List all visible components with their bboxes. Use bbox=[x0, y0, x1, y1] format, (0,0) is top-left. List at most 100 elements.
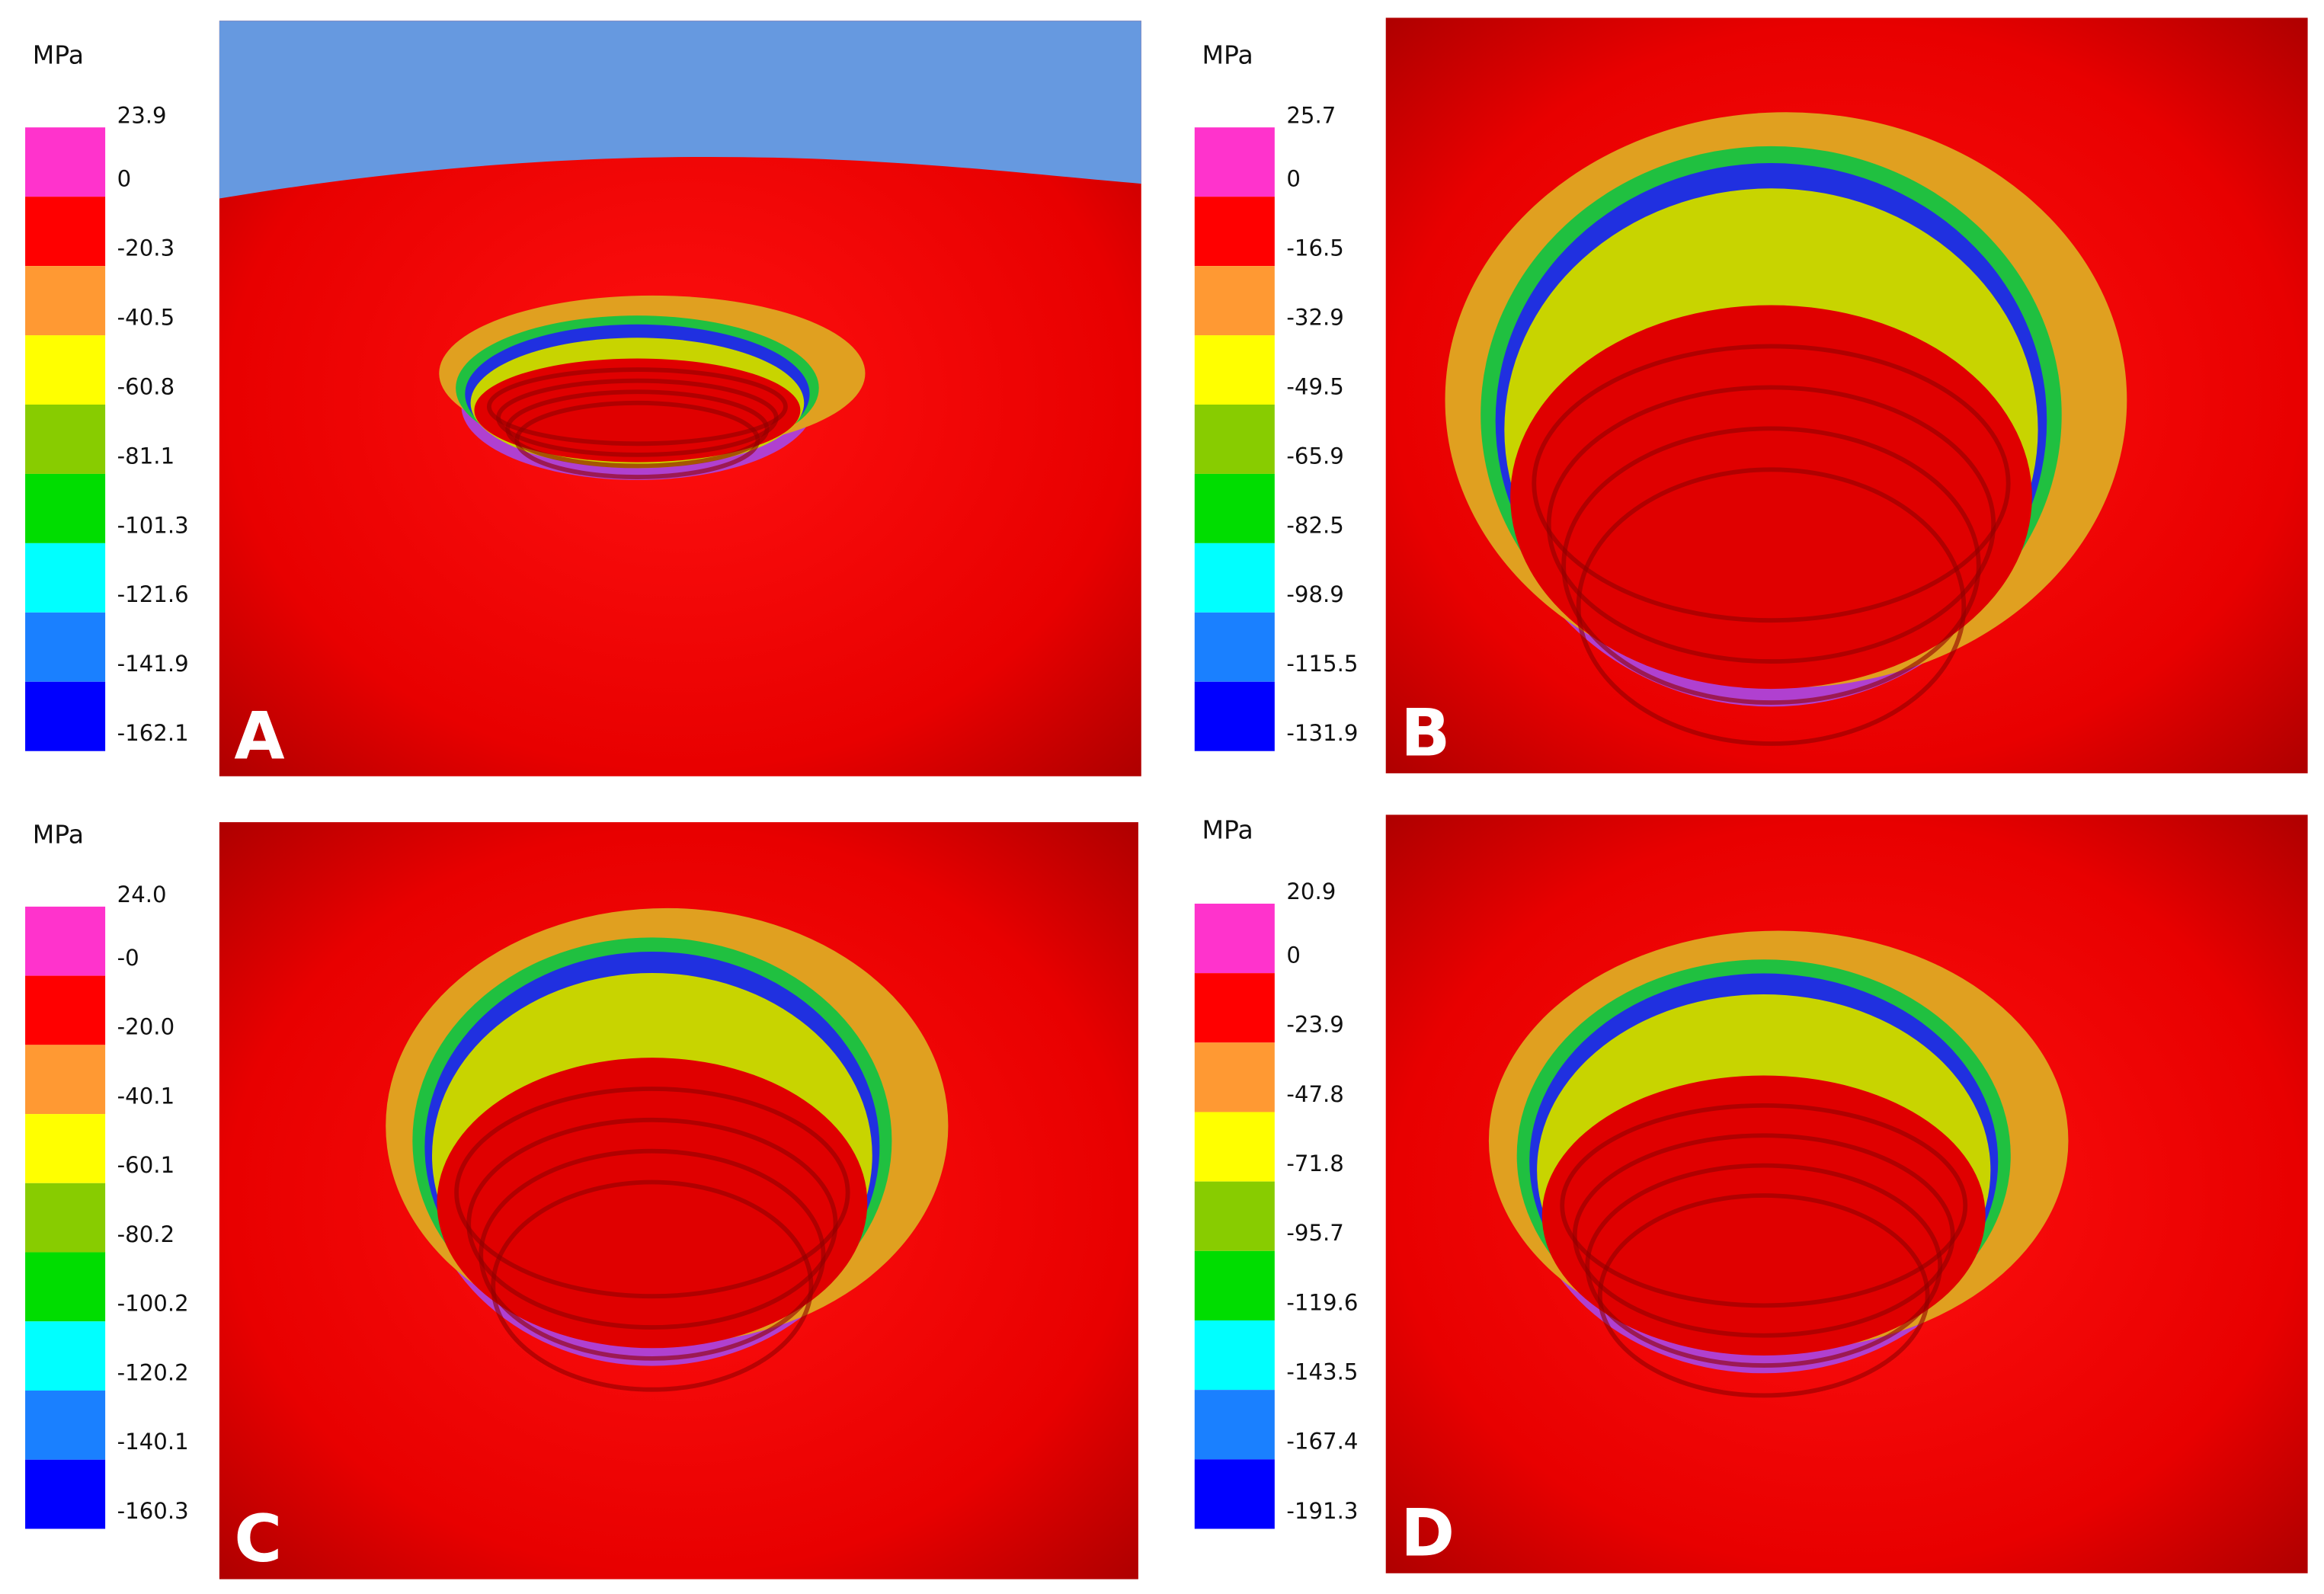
colorbar-band bbox=[1194, 127, 1275, 197]
colorbar-label: -95.7 bbox=[1286, 1220, 1343, 1246]
colorbar-band bbox=[1194, 1112, 1275, 1182]
panel-letter: B bbox=[1400, 696, 1450, 772]
colorbar-label: -47.8 bbox=[1286, 1081, 1343, 1107]
colorbar-label: -80.2 bbox=[117, 1221, 174, 1247]
colorbar-label: -71.8 bbox=[1286, 1151, 1343, 1176]
panel: MPa 20.9 0 -23.9 -47.8 -71.8 -95.7 -119.6 -143.5… bbox=[1194, 815, 2308, 1573]
colorbar-unit: MPa bbox=[33, 40, 84, 70]
stress-image bbox=[1385, 815, 2308, 1573]
panel: MPa 24.0 -0 -20.0 -40.1 -60.1 -80.2 -100.2 -120.… bbox=[25, 819, 1138, 1580]
colorbar-label: -20.0 bbox=[117, 1014, 174, 1040]
colorbar-label: -60.8 bbox=[117, 373, 174, 399]
colorbar-label: -131.9 bbox=[1286, 720, 1358, 746]
colorbar-band bbox=[25, 1252, 106, 1322]
colorbar-band bbox=[25, 266, 106, 336]
colorbar-label: -16.5 bbox=[1286, 235, 1343, 261]
colorbar-band bbox=[1194, 473, 1275, 543]
colorbar-label: -160.3 bbox=[117, 1498, 189, 1524]
hole-inner bbox=[1541, 1075, 1986, 1356]
panel-letter: A bbox=[234, 699, 284, 774]
colorbar-band bbox=[25, 404, 106, 474]
colorbar-band bbox=[1194, 612, 1275, 682]
colorbar-label: -60.1 bbox=[117, 1152, 174, 1178]
panel-letter: C bbox=[234, 1502, 282, 1577]
colorbar-label: 0 bbox=[1286, 943, 1301, 968]
thread bbox=[1561, 426, 1981, 705]
thread bbox=[486, 367, 788, 447]
thread bbox=[505, 389, 770, 469]
colorbar-band bbox=[25, 975, 106, 1045]
colorbar-unit: MPa bbox=[33, 819, 84, 849]
panel: MPa 25.7 0 -16.5 -32.9 -49.5 -65.9 -82.5 -98.9 -1… bbox=[1194, 18, 2308, 773]
thread bbox=[454, 1087, 850, 1299]
colorbar-band bbox=[25, 197, 106, 267]
thread bbox=[1576, 467, 1967, 746]
colorbar-band bbox=[25, 1459, 106, 1529]
colorbar-band bbox=[25, 1390, 106, 1460]
colorbar-band bbox=[25, 127, 106, 197]
colorbar-label: -101.3 bbox=[117, 512, 189, 538]
colorbar-label: -40.5 bbox=[117, 304, 174, 330]
thread bbox=[514, 400, 760, 479]
colorbar-label: 0 bbox=[117, 166, 132, 192]
colorbar-label: 20.9 bbox=[1286, 879, 1336, 904]
colorbar-band bbox=[25, 612, 106, 682]
colorbar-label: -162.1 bbox=[117, 720, 189, 746]
thread bbox=[1572, 1133, 1955, 1338]
colorbar-label: -100.2 bbox=[117, 1291, 189, 1317]
colorbar-band bbox=[25, 1183, 106, 1253]
colorbar-label: -141.9 bbox=[117, 651, 189, 677]
colorbar-label: -191.3 bbox=[1286, 1498, 1358, 1524]
colorbar-band bbox=[1194, 1320, 1275, 1391]
colorbar-band bbox=[1194, 973, 1275, 1043]
colorbar-label: -140.1 bbox=[117, 1429, 189, 1455]
colorbar-band bbox=[25, 906, 106, 976]
thread bbox=[1585, 1163, 1943, 1368]
colorbar-label: -120.2 bbox=[117, 1359, 189, 1385]
colorbar-label: 0 bbox=[1286, 166, 1301, 192]
colorbar-band bbox=[1194, 1250, 1275, 1320]
colorbar-label: 25.7 bbox=[1286, 102, 1336, 128]
colorbar-label: -167.4 bbox=[1286, 1429, 1358, 1455]
thread bbox=[479, 1148, 826, 1361]
colorbar-band bbox=[1194, 335, 1275, 405]
hole-inner bbox=[1510, 305, 2032, 690]
sky bbox=[219, 21, 1141, 199]
thread bbox=[1546, 385, 1996, 664]
colorbar-band bbox=[1194, 543, 1275, 613]
colorbar-label: -32.9 bbox=[1286, 304, 1343, 330]
colorbar-band bbox=[1194, 197, 1275, 267]
colorbar-label: -65.9 bbox=[1286, 443, 1343, 469]
colorbar-band bbox=[25, 335, 106, 405]
panel-letter: D bbox=[1400, 1496, 1455, 1571]
colorbar-label: -23.9 bbox=[1286, 1012, 1343, 1038]
colorbar-label: -121.6 bbox=[117, 581, 189, 607]
stress-image bbox=[219, 822, 1138, 1580]
colorbar-band bbox=[1194, 266, 1275, 336]
colorbar-label: -20.3 bbox=[117, 235, 174, 261]
colorbar-band bbox=[25, 1114, 106, 1183]
colorbar-band bbox=[1194, 681, 1275, 751]
colorbar-band bbox=[25, 543, 106, 613]
colorbar-label: -143.5 bbox=[1286, 1359, 1358, 1385]
stress-image bbox=[1385, 18, 2308, 773]
thread bbox=[1560, 1103, 1968, 1308]
colorbar-band bbox=[25, 681, 106, 751]
thread bbox=[1532, 344, 2011, 623]
colorbar-unit: MPa bbox=[1202, 815, 1253, 844]
colorbar-label: -0 bbox=[117, 945, 139, 971]
colorbar-label: -115.5 bbox=[1286, 651, 1358, 677]
colorbar-label: -49.5 bbox=[1286, 373, 1343, 399]
colorbar-label: -98.9 bbox=[1286, 581, 1343, 607]
colorbar-unit: MPa bbox=[1202, 40, 1253, 70]
hole-inner bbox=[437, 1058, 868, 1349]
stress-image bbox=[219, 21, 1141, 776]
colorbar-band bbox=[25, 1045, 106, 1115]
colorbar-band bbox=[1194, 1459, 1275, 1529]
colorbar-band bbox=[1194, 404, 1275, 474]
colorbar-band bbox=[25, 1321, 106, 1391]
colorbar-band bbox=[25, 473, 106, 543]
colorbar-label: -119.6 bbox=[1286, 1289, 1358, 1315]
colorbar-label: 23.9 bbox=[117, 102, 167, 128]
